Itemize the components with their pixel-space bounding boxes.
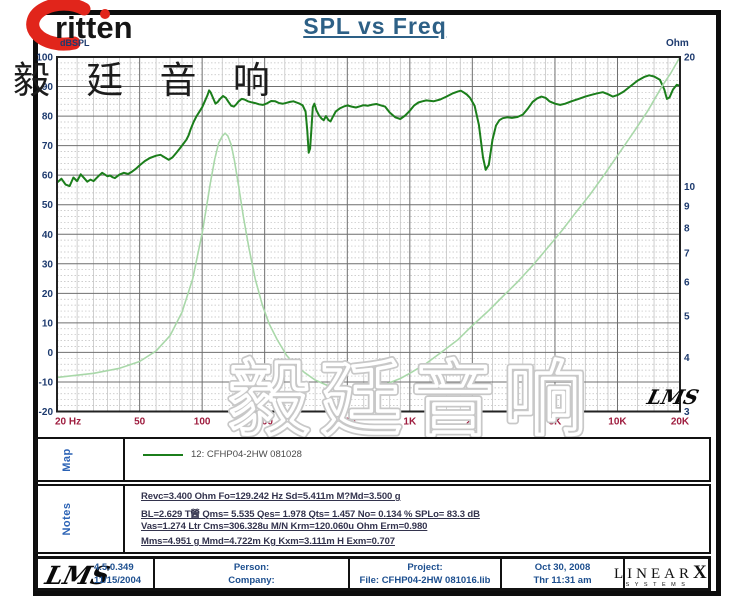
linearx-main-text: LINEAR <box>614 566 693 582</box>
y-left-tick-label: 40 <box>42 230 54 241</box>
note-line: Revc=3.400 Ohm Fo=129.242 Hz Sd=5.411m M… <box>141 491 401 502</box>
brand-logo: ritten <box>8 0 238 56</box>
y-right-tick-label: 5 <box>684 312 690 323</box>
note-line: BL=2.629 T醟 Qms= 5.535 Qes= 1.978 Qts= 1… <box>141 509 480 520</box>
legend-text: 12: CFHP04-2HW 081028 <box>191 449 302 460</box>
x-tick-label: 5K <box>549 417 563 428</box>
lms-version-date: 11/15/2004 <box>94 575 142 586</box>
footer-bar: LMS 4.5.0.349 11/15/2004 Person: Company… <box>35 556 711 591</box>
y-right-tick-label: 10 <box>684 182 696 193</box>
brand-text: ritten <box>55 10 133 45</box>
map-divider <box>123 439 125 480</box>
linearx-logo: LINEARX SYSTEMS <box>614 562 707 588</box>
spl-curve <box>56 74 681 188</box>
footer-divider <box>153 559 155 588</box>
footer-person-cell: Person: Company: <box>155 559 348 588</box>
legend-line-swatch-icon <box>143 453 183 456</box>
plot-border <box>56 56 681 413</box>
y-left-tick-label: 10 <box>42 318 54 329</box>
y-right-tick-label: 4 <box>684 353 690 364</box>
y-left-tick-label: 60 <box>42 171 54 182</box>
footer-time: Thr 11:31 am <box>533 575 592 586</box>
footer-version-cell: LMS 4.5.0.349 11/15/2004 <box>38 559 153 590</box>
x-tick-label: 20K <box>671 417 690 428</box>
lms-version: 4.5.0.349 <box>94 562 134 573</box>
y-left-tick-label: 90 <box>42 82 54 93</box>
y-right-tick-label: 3 <box>684 407 690 418</box>
company-label: Company: <box>228 575 275 586</box>
lms-plot-watermark: LMS <box>644 385 702 409</box>
y-right-tick-label: 9 <box>684 202 690 213</box>
footer-divider <box>348 559 350 588</box>
footer-date: Oct 30, 2008 <box>534 562 591 573</box>
file-label: File: CFHP04-2HW 081016.lib <box>359 575 491 586</box>
y-left-tick-label: -20 <box>39 407 54 418</box>
x-tick-label: 2K <box>466 417 480 428</box>
watermark-chinese-text: 毅廷音响 <box>228 355 596 442</box>
page-title: SPL vs Freq <box>303 13 447 39</box>
left-axis-title: dBSPL <box>60 38 90 48</box>
footer-divider <box>500 559 502 588</box>
legend-row: 12: CFHP04-2HW 081028 <box>143 449 302 460</box>
notes-divider <box>123 486 125 552</box>
x-tick-label: 50 <box>134 417 146 428</box>
footer-project-cell: Project: File: CFHP04-2HW 081016.lib <box>350 559 500 588</box>
footer-date-cell: Oct 30, 2008 Thr 11:31 am <box>502 559 623 588</box>
notes-panel: Notes Revc=3.400 Ohm Fo=129.242 Hz Sd=5.… <box>35 484 711 554</box>
y-left-tick-label: 50 <box>42 200 54 211</box>
x-tick-label: 100 <box>194 417 211 428</box>
y-left-tick-label: 80 <box>42 112 54 123</box>
project-label: Project: <box>407 562 443 573</box>
y-right-tick-label: 7 <box>684 249 690 260</box>
x-tick-label: 10K <box>608 417 627 428</box>
watermark-chinese-text: 毅廷音响 <box>228 355 596 442</box>
x-tick-label: 1K <box>403 417 417 428</box>
y-right-tick-label: 6 <box>684 277 690 288</box>
note-line: Vas=1.274 Ltr Cms=306.328u M/N Krm=120.0… <box>141 521 428 532</box>
y-right-tick-label: 8 <box>684 224 690 235</box>
map-panel: Map 12: CFHP04-2HW 081028 <box>35 437 711 482</box>
x-tick-label: 200 <box>256 417 273 428</box>
y-left-tick-label: 0 <box>47 348 53 359</box>
person-label: Person: <box>233 562 270 573</box>
y-left-tick-label: 30 <box>42 259 54 270</box>
brand-chinese-text: 毅 廷 音 响 <box>13 60 283 101</box>
notes-panel-label: Notes <box>61 502 73 536</box>
y-right-tick-label: 20 <box>684 53 696 64</box>
map-panel-label: Map <box>61 447 73 472</box>
impedance-curve <box>56 56 681 391</box>
y-left-tick-label: 20 <box>42 289 54 300</box>
page-border <box>33 10 721 596</box>
right-axis-title: Ohm <box>666 38 689 49</box>
linearx-sub-text: SYSTEMS <box>625 582 691 588</box>
note-line: Mms=4.951 g Mmd=4.722m Kg Kxm=3.111m H E… <box>141 536 395 547</box>
brand-swoosh-icon <box>26 0 110 51</box>
linearx-x-text: X <box>693 562 707 583</box>
y-left-tick-label: 70 <box>42 141 54 152</box>
x-tick-label: 500 <box>339 417 356 428</box>
y-left-tick-label: 100 <box>36 53 53 64</box>
spl-vs-freq-chart: 1009080706050403020100-10-20201098765432… <box>36 53 702 443</box>
footer-divider <box>623 559 625 588</box>
x-tick-label: 20 Hz <box>55 417 81 428</box>
y-left-tick-label: -10 <box>39 377 54 388</box>
